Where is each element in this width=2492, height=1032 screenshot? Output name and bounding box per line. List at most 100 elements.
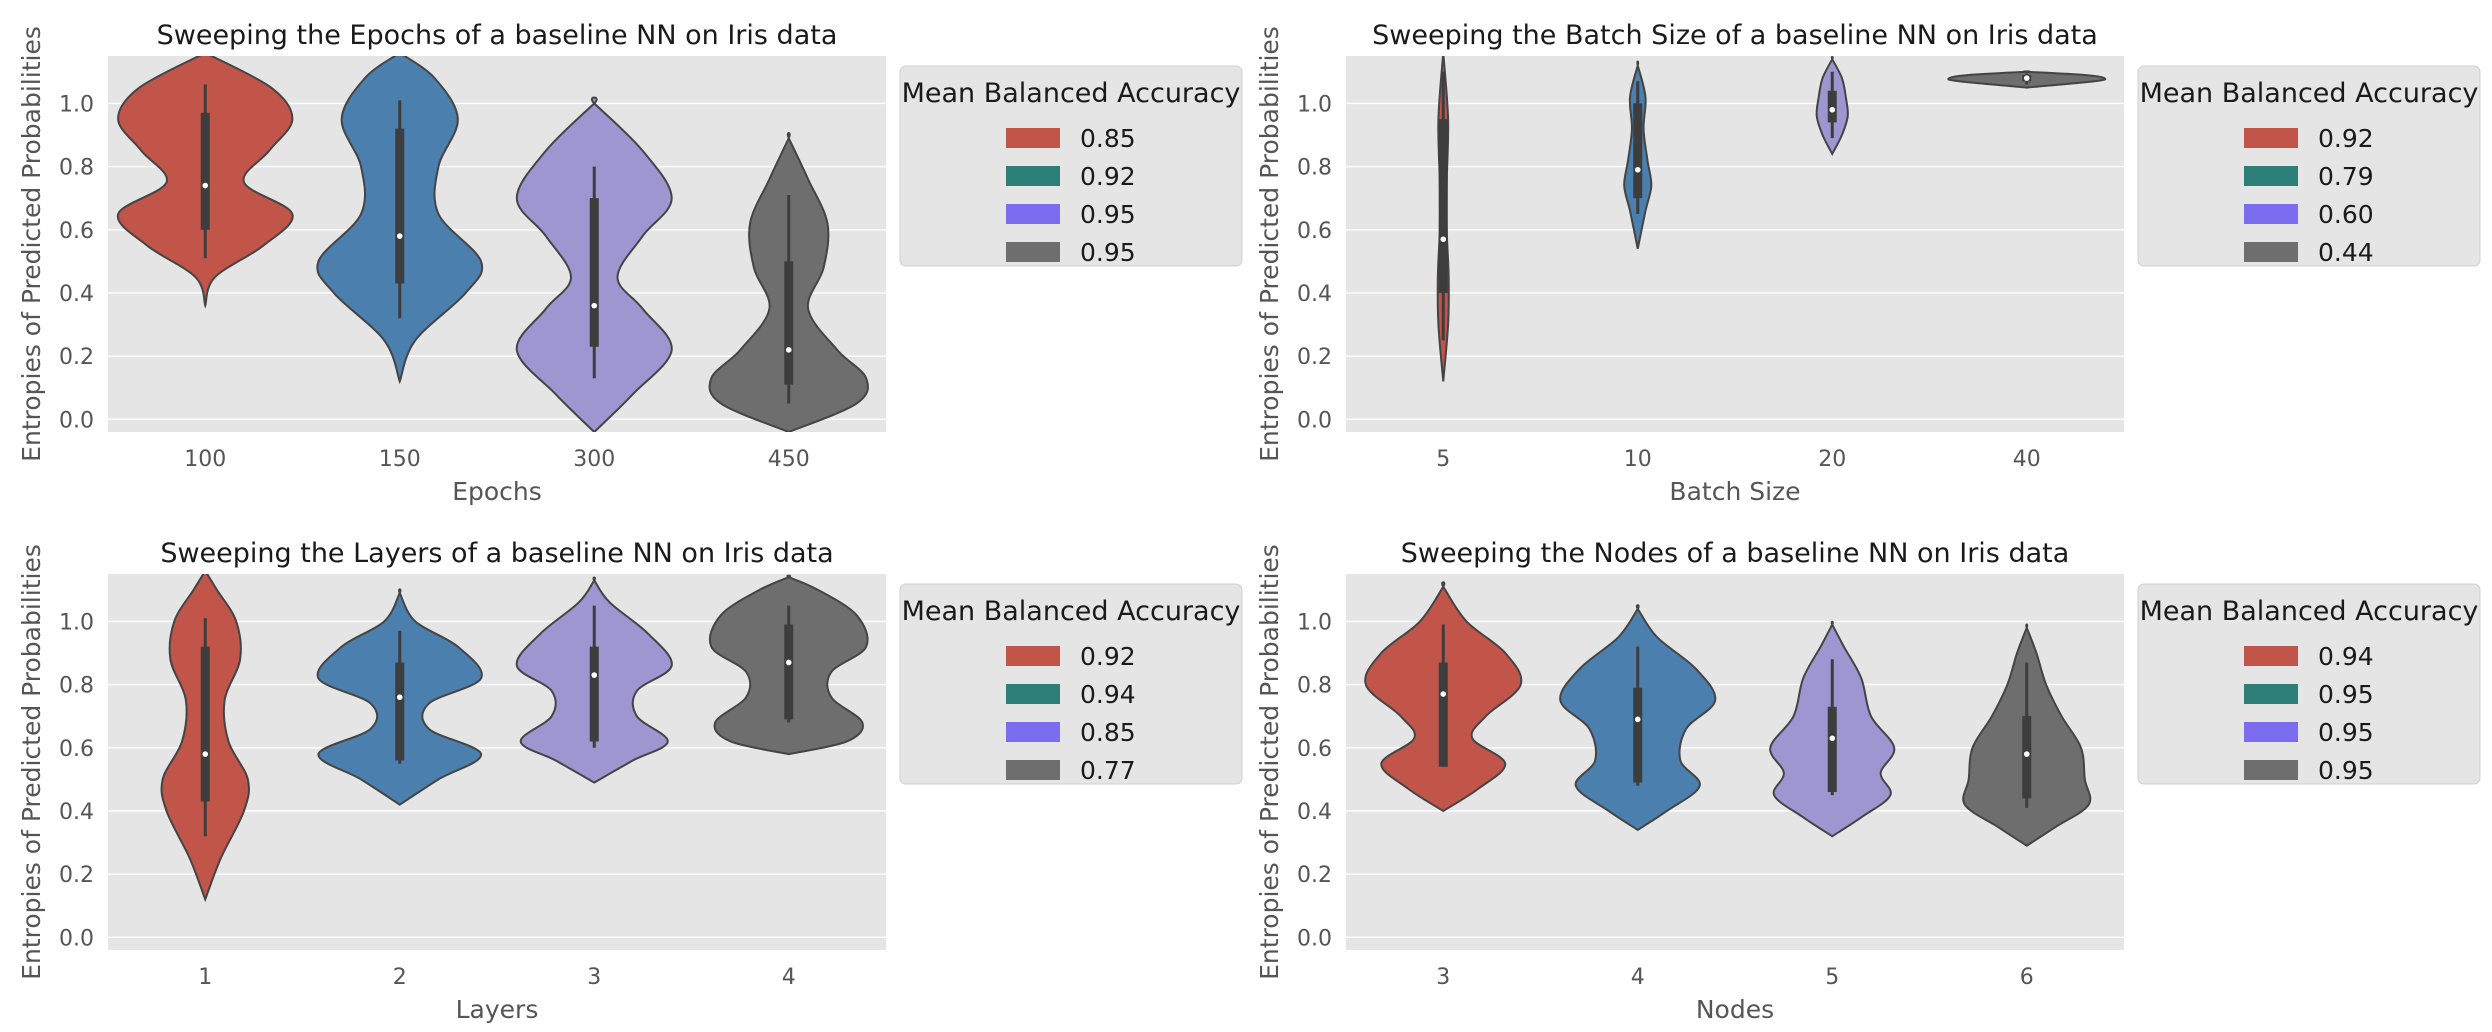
legend-label: 0.95 [2318,756,2374,785]
y-tick-label: 1.0 [59,610,94,635]
x-tick-label: 6 [2020,965,2034,990]
x-axis-label: Batch Size [1669,477,1800,506]
x-tick-label: 5 [1436,447,1450,472]
x-tick-label: 3 [1436,965,1450,990]
violin-median-dot [1440,236,1447,243]
legend-label: 0.95 [2318,718,2374,747]
legend-swatch [2244,128,2298,148]
violin-median-dot [785,347,792,353]
legend-swatch [1006,760,1060,780]
x-tick-label: 100 [184,447,226,472]
x-tick-label: 40 [2013,447,2041,472]
legend-box [2137,65,2481,267]
violin-median-dot [396,233,403,239]
violins [1364,581,2092,847]
legend-label: 0.92 [1080,642,1136,671]
x-axis-label: Nodes [1696,995,1774,1024]
violins [116,56,869,432]
x-tick-label: 20 [1818,447,1846,472]
y-tick-label: 0.0 [1297,926,1332,951]
legend-label: 0.94 [1080,680,1136,709]
legend-swatch [2244,684,2298,704]
violin-median-dot [1634,166,1641,173]
y-tick-label: 0.2 [1297,345,1332,370]
legend-label: 0.95 [1080,200,1136,229]
y-tick-label: 0.8 [59,156,94,181]
legend-swatch [1006,646,1060,666]
legend-swatch [1006,128,1060,148]
legend: Mean Balanced Accuracy 0.94 0.95 0.95 0.95 [2137,583,2481,785]
y-tick-label: 0.0 [59,408,94,433]
x-axis-label: Epochs [452,477,542,506]
legend-swatch [1006,722,1060,742]
legend-swatch [1006,166,1060,186]
chart-title: Sweeping the Epochs of a baseline NN on … [157,20,838,51]
x-tick-label: 300 [573,447,615,472]
violin-median-dot [1634,716,1641,723]
legend-title: Mean Balanced Accuracy [2140,596,2479,627]
legend-label: 0.44 [2318,238,2374,267]
violin-median-dot [591,302,598,309]
y-tick-label: 0.8 [1297,156,1332,181]
violin-median-dot [1440,691,1447,697]
legend-swatch [1006,242,1060,262]
legend-swatch [1006,204,1060,224]
subplot-3: 0.0 0.2 0.4 0.6 0.8 1.0 1 2 3 4 Sweeping the Layer… [17,538,1243,1024]
y-tick-label: 0.6 [59,219,94,244]
y-tick-label: 0.4 [1297,800,1332,825]
legend-label: 0.95 [1080,238,1136,267]
y-tick-label: 1.0 [1297,92,1332,117]
legend-title: Mean Balanced Accuracy [902,78,1241,109]
legend-label: 0.95 [2318,680,2374,709]
legend-label: 0.85 [1080,124,1136,153]
y-tick-label: 0.2 [59,863,94,888]
violins [160,574,869,903]
legend-box [899,65,1243,267]
x-tick-label: 1 [198,965,212,990]
y-tick-label: 0.8 [1297,674,1332,699]
legend-label: 0.77 [1080,756,1136,785]
legend-swatch [2244,722,2298,742]
x-tick-label: 2 [393,965,407,990]
legend-label: 0.92 [1080,162,1136,191]
y-axis-label: Entropies of Predicted Probabilities [1255,544,1284,980]
legend: Mean Balanced Accuracy 0.92 0.79 0.60 0.44 [2137,65,2481,267]
y-axis-label: Entropies of Predicted Probabilities [1255,26,1284,462]
violin-median-dot [202,182,209,189]
violin-median-dot [785,659,792,666]
legend-label: 0.60 [2318,200,2374,229]
x-axis-label: Layers [456,995,539,1024]
legend-swatch [2244,166,2298,186]
x-tick-label: 10 [1624,447,1652,472]
x-tick-label: 5 [1825,965,1839,990]
legend-label: 0.94 [2318,642,2374,671]
y-tick-label: 0.2 [59,345,94,370]
y-tick-label: 0.4 [59,800,94,825]
x-tick-label: 3 [587,965,601,990]
y-tick-label: 0.4 [1297,282,1332,307]
subplot-4: 0.0 0.2 0.4 0.6 0.8 1.0 3 4 5 6 Sweeping the Nodes… [1255,538,2481,1024]
y-tick-label: 1.0 [1297,610,1332,635]
plot-background [1346,56,2124,432]
legend-swatch [2244,646,2298,666]
x-tick-label: 450 [768,447,810,472]
legend-swatch [2244,242,2298,262]
y-tick-label: 0.8 [59,674,94,699]
violin-median-dot [591,672,598,678]
chart-title: Sweeping the Batch Size of a baseline NN… [1372,20,2098,51]
legend-label: 0.85 [1080,718,1136,747]
chart-title: Sweeping the Layers of a baseline NN on … [160,538,833,569]
y-tick-label: 0.4 [59,282,94,307]
y-axis-label: Entropies of Predicted Probabilities [17,26,46,462]
violins [1436,56,2107,382]
violin-median-dot [2023,75,2030,81]
chart-title: Sweeping the Nodes of a baseline NN on I… [1401,538,2070,569]
y-tick-label: 0.0 [59,926,94,951]
y-tick-label: 0.0 [1297,408,1332,433]
legend-box [2137,583,2481,785]
legend-label: 0.92 [2318,124,2374,153]
x-tick-label: 4 [782,965,796,990]
legend-swatch [2244,760,2298,780]
y-tick-label: 0.6 [1297,219,1332,244]
